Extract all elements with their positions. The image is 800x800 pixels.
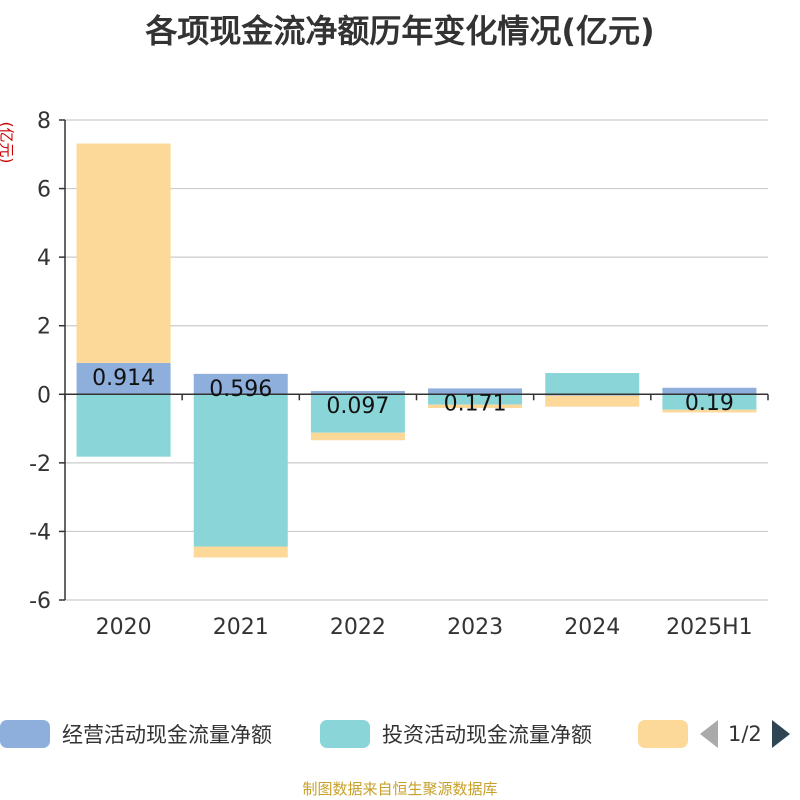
legend-swatch-operating: [0, 720, 50, 748]
y-tick-label: 2: [37, 315, 51, 340]
data-label-2025H1: 0.19: [685, 391, 734, 416]
y-tick-label: 8: [37, 109, 51, 134]
bar-2024-series-1: [545, 373, 640, 395]
x-tick-label: 2025H1: [666, 615, 753, 640]
data-source-note: 制图数据来自恒生聚源数据库: [302, 780, 498, 798]
x-tick-label: 2022: [330, 615, 386, 640]
bar-2025H1-series-0: [662, 387, 757, 395]
bar-2023-series-2: [428, 404, 523, 408]
legend-next-arrow-icon[interactable]: [771, 720, 790, 748]
legend-page-indicator: 1/2: [728, 722, 762, 746]
x-axis-ticks: 2020 2021 2022 2023 2024 2025H1: [64, 394, 769, 640]
bar-2021-series-2: [193, 546, 288, 558]
legend-label-operating: 经营活动现金流量净额: [62, 723, 272, 747]
data-label-2021: 0.596: [209, 377, 272, 402]
legend-item-operating[interactable]: 经营活动现金流量净额: [0, 718, 272, 750]
chart-title: 各项现金流净额历年变化情况(亿元): [145, 12, 655, 50]
bar-2020-series-0: [76, 362, 171, 395]
data-labels: 0.914 0.596 0.097 0.171 0.19: [92, 366, 734, 419]
y-tick-label: -6: [29, 589, 51, 614]
bar-2023-series-0: [428, 388, 523, 395]
x-tick-label: 2024: [564, 615, 620, 640]
x-tick-label: 2021: [213, 615, 269, 640]
legend-prev-arrow-icon[interactable]: [700, 720, 718, 748]
bar-2022-series-0: [310, 390, 405, 395]
bar-2024-series-2: [545, 395, 640, 407]
legend-swatch-third: [638, 720, 688, 748]
y-tick-label: 6: [37, 178, 51, 203]
legend: 经营活动现金流量净额 投资活动现金流量净额 1/2: [0, 714, 800, 758]
bar-2025H1-series-1: [662, 394, 757, 410]
legend-item-third[interactable]: [638, 718, 688, 750]
bar-2023-series-1: [428, 394, 523, 405]
y-tick-label: 0: [37, 383, 51, 408]
y-axis-ticks: -6 -4 -2 0 2 4 6 8: [29, 109, 65, 614]
legend-pager: 1/2: [700, 718, 790, 750]
legend-swatch-investing: [320, 720, 370, 748]
data-label-2023: 0.171: [444, 391, 507, 416]
x-tick-label: 2020: [96, 615, 152, 640]
bar-2021-series-1: [193, 394, 288, 547]
bar-2025H1-series-2: [662, 409, 757, 413]
y-tick-label: -2: [29, 452, 51, 477]
bar-2022-series-1: [310, 394, 405, 433]
bar-chart: -6 -4 -2 0 2 4 6 8 2020 2021 2022 2023 2024 2025H1 0…: [29, 109, 769, 640]
bar-2022-series-2: [310, 432, 405, 441]
legend-item-investing[interactable]: 投资活动现金流量净额: [320, 718, 592, 750]
legend-label-investing: 投资活动现金流量净额: [382, 723, 592, 747]
data-label-2020: 0.914: [92, 366, 155, 391]
bar-2020-series-2: [76, 143, 171, 363]
y-tick-label: 4: [37, 246, 51, 271]
bars: [76, 143, 757, 558]
x-tick-label: 2023: [447, 615, 503, 640]
y-tick-label: -4: [29, 520, 51, 545]
bar-2020-series-1: [76, 394, 171, 457]
bar-2021-series-0: [193, 373, 288, 395]
data-label-2022: 0.097: [326, 394, 389, 419]
